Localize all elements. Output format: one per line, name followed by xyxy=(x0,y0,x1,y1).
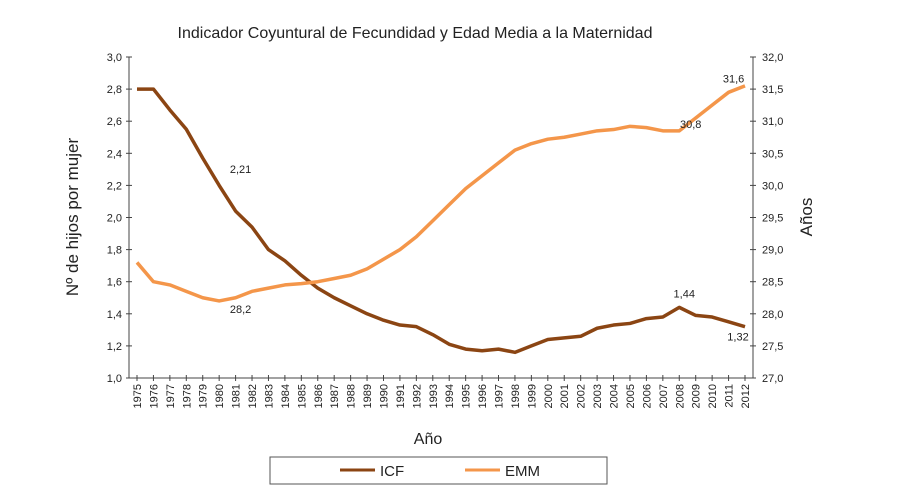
x-tick-label: 2003 xyxy=(592,384,604,408)
x-tick-label: 1980 xyxy=(214,384,226,408)
x-tick-label: 2011 xyxy=(724,384,736,408)
x-tick-label: 1988 xyxy=(346,384,358,408)
y-tick-label: 3,0 xyxy=(107,52,122,64)
legend-icf-label: ICF xyxy=(380,463,404,480)
x-tick-label: 1993 xyxy=(428,384,440,408)
y-tick-label: 2,2 xyxy=(107,180,122,192)
x-tick-label: 1981 xyxy=(231,384,243,408)
series-line-icf xyxy=(137,87,746,355)
x-tick-label: 2004 xyxy=(609,384,621,408)
x-tick-label: 1982 xyxy=(247,384,259,408)
x-tick-label: 1986 xyxy=(313,384,325,408)
y-tick-label: 2,6 xyxy=(107,116,122,128)
y2-tick-label: 30,5 xyxy=(762,148,783,160)
data-label: 1,44 xyxy=(674,288,695,300)
x-tick-label: 2010 xyxy=(707,384,719,408)
y2-tick-label: 32,0 xyxy=(762,52,783,64)
y-tick-label: 2,4 xyxy=(107,148,122,160)
y2-tick-label: 27,5 xyxy=(762,341,783,353)
x-tick-label: 1979 xyxy=(198,384,210,408)
x-tick-label: 1989 xyxy=(362,384,374,408)
data-label: 31,6 xyxy=(723,73,744,85)
y-tick-label: 1,0 xyxy=(107,373,122,385)
legend-emm-label: EMM xyxy=(505,463,540,480)
y2-axis-label: Años xyxy=(797,198,816,237)
x-tick-label: 2006 xyxy=(641,384,653,408)
x-tick-label: 1975 xyxy=(132,384,144,408)
x-tick-label: 1983 xyxy=(263,384,275,408)
y-tick-label: 1,8 xyxy=(107,245,122,257)
x-tick-label: 2007 xyxy=(658,384,670,408)
chart-title: Indicador Coyuntural de Fecundidad y Eda… xyxy=(178,25,653,42)
x-tick-label: 1978 xyxy=(181,384,193,408)
series-line-emm xyxy=(135,84,746,303)
y-tick-label: 2,0 xyxy=(107,213,122,225)
data-label: 30,8 xyxy=(680,119,701,131)
x-tick-label: 2012 xyxy=(740,384,752,408)
y2-tick-label: 27,0 xyxy=(762,373,783,385)
x-tick-label: 2009 xyxy=(691,384,703,408)
x-tick-label: 1992 xyxy=(411,384,423,408)
y2-tick-label: 29,0 xyxy=(762,245,783,257)
x-tick-label: 2002 xyxy=(576,384,588,408)
x-tick-label: 2008 xyxy=(674,384,686,408)
x-axis-label: Año xyxy=(414,431,443,448)
y-tick-label: 1,4 xyxy=(107,309,122,321)
x-tick-label: 2005 xyxy=(625,384,637,408)
data-label: 1,32 xyxy=(727,332,748,344)
data-label: 2,21 xyxy=(230,164,251,176)
x-tick-label: 1994 xyxy=(444,384,456,408)
data-label: 28,2 xyxy=(230,304,251,316)
x-tick-label: 1998 xyxy=(510,384,522,408)
x-tick-label: 1976 xyxy=(148,384,160,408)
x-tick-label: 1997 xyxy=(494,384,506,408)
y2-tick-label: 28,5 xyxy=(762,277,783,289)
x-tick-label: 1990 xyxy=(378,384,390,408)
y-tick-label: 1,6 xyxy=(107,277,122,289)
x-tick-label: 1996 xyxy=(477,384,489,408)
x-tick-label: 1977 xyxy=(165,384,177,408)
y2-tick-label: 30,0 xyxy=(762,180,783,192)
x-tick-label: 1995 xyxy=(461,384,473,408)
x-tick-label: 1999 xyxy=(526,384,538,408)
y-axis-label: Nº de hijos por mujer xyxy=(63,138,82,297)
x-tick-label: 1984 xyxy=(280,384,292,408)
y-tick-label: 2,8 xyxy=(107,84,122,96)
x-tick-label: 1985 xyxy=(296,384,308,408)
y2-tick-label: 31,0 xyxy=(762,116,783,128)
legend: ICF EMM xyxy=(269,456,608,485)
y-tick-label: 1,2 xyxy=(107,341,122,353)
x-tick-label: 2001 xyxy=(559,384,571,408)
y2-tick-label: 31,5 xyxy=(762,84,783,96)
y2-tick-label: 29,5 xyxy=(762,213,783,225)
y2-tick-label: 28,0 xyxy=(762,309,783,321)
x-tick-label: 2000 xyxy=(543,384,555,408)
x-tick-label: 1991 xyxy=(395,384,407,408)
legend-box xyxy=(269,456,608,485)
x-tick-label: 1987 xyxy=(329,384,341,408)
